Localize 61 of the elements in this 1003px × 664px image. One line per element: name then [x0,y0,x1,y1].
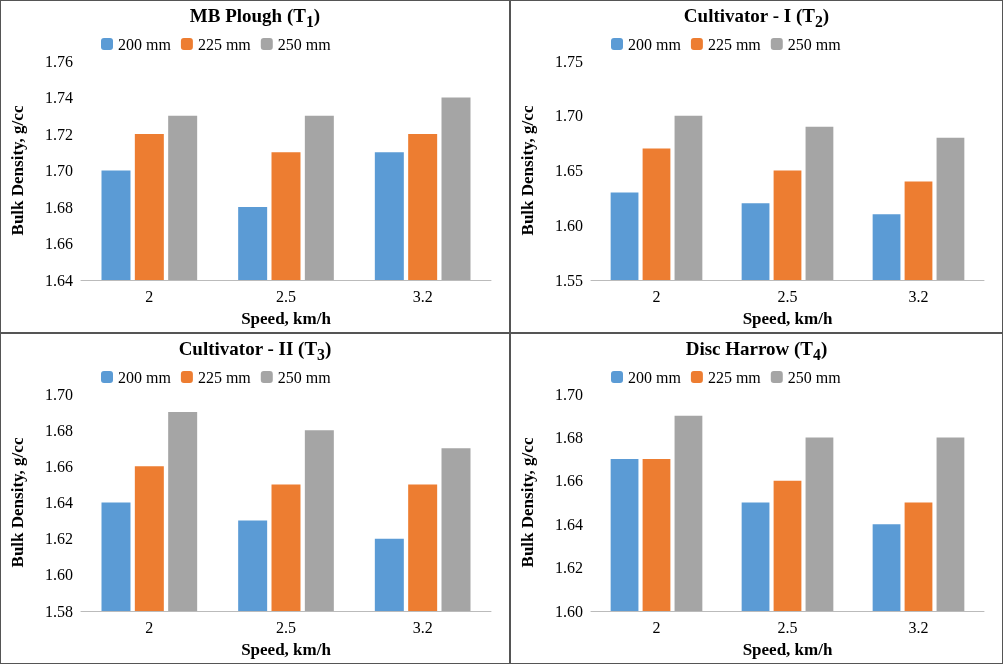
y-tick-label: 1.70 [555,107,583,125]
chart-title: Cultivator - I (T$_{2}$) [682,5,831,31]
y-tick-label: 1.58 [45,602,73,620]
y-tick-label: 1.64 [45,494,73,511]
y-tick-label: 1.60 [45,566,73,584]
y-tick-label: 1.55 [555,271,583,289]
y-axis-title: Bulk Density, g/cc [8,437,27,568]
y-axis-title: Bulk Density, g/cc [518,105,537,236]
x-tick-label: 3.2 [412,618,433,636]
legend-label: 250 mm [277,35,332,53]
x-tick-label: 2.5 [777,618,798,636]
legend-label: 225 mm [197,35,252,53]
y-axis-title: Bulk Density, g/cc [8,105,27,236]
y-tick-label: 1.70 [45,385,73,403]
x-tick-label: 3.2 [908,618,929,636]
y-tick-label: 1.76 [45,52,73,70]
x-tick-label: 2 [652,618,661,636]
x-tick-label: 2.5 [276,618,296,636]
y-tick-label: 1.65 [555,162,583,179]
y-tick-label: 1.60 [555,216,583,234]
y-tick-label: 1.64 [45,271,73,289]
x-tick-label: 3.2 [412,287,433,305]
x-axis-title: Speed, km/h [241,640,332,659]
x-tick-label: 2 [145,618,154,636]
legend-label: 225 mm [707,368,762,386]
legend-label: 250 mm [787,35,842,53]
chart-title: Cultivator - II (T$_{3}$) [177,338,333,364]
y-tick-label: 1.66 [555,472,583,490]
legend-label: 200 mm [118,368,172,386]
x-tick-label: 2.5 [276,287,296,305]
y-tick-label: 1.72 [45,125,73,143]
chart-title: Disc Harrow (T$_{4}$) [684,338,829,364]
legend-label: 225 mm [197,368,252,386]
legend-label: 200 mm [628,35,682,53]
y-tick-label: 1.66 [45,457,73,475]
y-tick-label: 1.74 [45,89,73,106]
y-tick-label: 1.62 [45,530,73,548]
x-axis-title: Speed, km/h [742,640,833,659]
y-axis-title: Bulk Density, g/cc [518,437,537,568]
legend-label: 225 mm [707,35,762,53]
x-tick-label: 2.5 [777,287,798,305]
legend-label: 200 mm [628,368,682,386]
y-tick-label: 1.68 [45,198,73,216]
y-tick-label: 1.62 [555,559,583,577]
y-tick-label: 1.75 [555,52,583,70]
legend-label: 250 mm [277,368,332,386]
x-axis-title: Speed, km/h [241,309,332,328]
x-tick-label: 3.2 [908,287,929,305]
y-tick-label: 1.70 [555,385,583,403]
y-tick-label: 1.68 [45,421,73,439]
x-tick-label: 2 [145,287,154,305]
chart-title: MB Plough (T$_{1}$) [188,5,322,31]
legend-label: 250 mm [787,368,842,386]
x-tick-label: 2 [652,287,661,305]
y-tick-label: 1.70 [45,162,73,179]
legend-label: 200 mm [118,35,172,53]
y-tick-label: 1.64 [555,515,583,533]
y-tick-label: 1.68 [555,428,583,446]
y-tick-label: 1.66 [45,235,73,252]
y-tick-label: 1.60 [555,602,583,620]
x-axis-title: Speed, km/h [742,309,833,328]
